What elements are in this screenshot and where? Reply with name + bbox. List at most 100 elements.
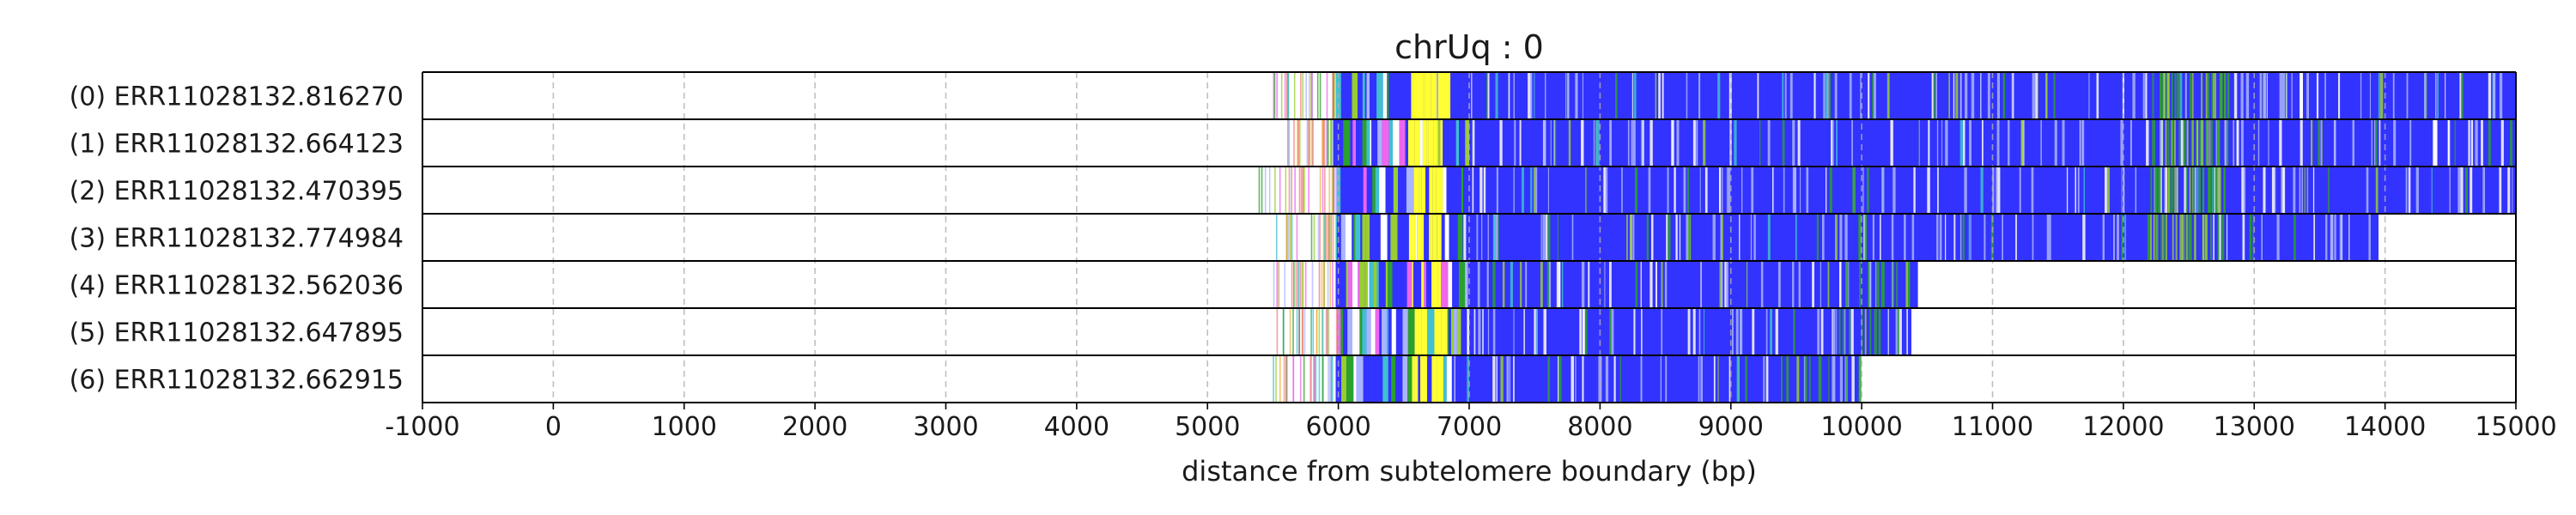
variant-stripe [1402, 355, 1408, 403]
repeat-stripe [1676, 119, 1680, 167]
repeat-stripe [1633, 72, 1637, 119]
variant-stripe [1364, 261, 1368, 308]
x-tick-label: 0 [545, 412, 562, 442]
repeat-stripe [1835, 214, 1838, 261]
variant-stripe [1363, 167, 1367, 214]
repeat-stripe [2392, 72, 2395, 119]
repeat-stripe [2304, 167, 2306, 214]
variant-stripe [1350, 167, 1357, 214]
repeat-stripe [1492, 308, 1496, 355]
variant-cluster-stripe [2166, 72, 2169, 119]
subtelomere-stripe [1268, 167, 1271, 214]
variant-stripe [1398, 167, 1402, 214]
repeat-stripe [1960, 72, 1962, 119]
variant-stripe [1380, 214, 1388, 261]
repeat-stripe [1557, 261, 1560, 308]
variant-stripe [1455, 119, 1460, 167]
subtelomere-stripe [1303, 355, 1305, 403]
x-tick-label: -1000 [385, 412, 459, 442]
repeat-stripe [1508, 72, 1510, 119]
subtelomere-stripe [1288, 167, 1291, 214]
variant-stripe [1467, 308, 1469, 355]
repeat-stripe [1571, 355, 1574, 403]
variant-stripe [1395, 308, 1400, 355]
repeat-stripe [2475, 119, 2478, 167]
subtelomere-stripe [1298, 167, 1301, 214]
variant-stripe [1400, 261, 1403, 308]
variant-stripe [1387, 167, 1394, 214]
repeat-stripe [1493, 214, 1496, 261]
repeat-stripe [1528, 72, 1531, 119]
end-stripe [1881, 261, 1884, 308]
variant-stripe [1399, 355, 1403, 403]
variant-stripe [1358, 308, 1360, 355]
subtelomere-stripe [1321, 119, 1323, 167]
variant-stripe [1405, 119, 1408, 167]
x-tick-label: 5000 [1175, 412, 1240, 442]
subtelomere-stripe [1321, 261, 1323, 308]
variant-stripe [1459, 355, 1461, 403]
repeat-stripe [1982, 119, 1984, 167]
variant-stripe [1368, 355, 1376, 403]
subtelomere-stripe [1273, 72, 1275, 119]
variant-cluster-stripe [2154, 119, 2155, 167]
repeat-stripe [1792, 261, 1795, 308]
repeat-stripe [1717, 72, 1721, 119]
repeat-stripe [1881, 167, 1885, 214]
variant-cluster-stripe [2160, 72, 2162, 119]
read-label: (6) ERR11028132.662915 [70, 366, 404, 396]
variant-stripe [1437, 355, 1443, 403]
read-label: (0) ERR11028132.816270 [70, 82, 404, 112]
end-stripe [1845, 261, 1848, 308]
variant-stripe [1408, 119, 1413, 167]
variant-cluster-stripe [2208, 167, 2210, 214]
repeat-stripe [1627, 119, 1630, 167]
variant-stripe [1399, 119, 1406, 167]
variant-stripe [1352, 72, 1358, 119]
repeat-stripe [1964, 167, 1967, 214]
variant-stripe [1364, 72, 1367, 119]
repeat-stripe [1523, 308, 1525, 355]
end-stripe [1849, 308, 1851, 355]
variant-cluster-stripe [2167, 167, 2170, 214]
repeat-stripe [1674, 167, 1676, 214]
variant-cluster-stripe [2183, 214, 2184, 261]
repeat-stripe [1675, 214, 1678, 261]
subtelomere-stripe [1291, 261, 1293, 308]
x-tick-label: 15000 [2475, 412, 2556, 442]
variant-stripe [1346, 355, 1354, 403]
subtelomere-stripe [1323, 261, 1325, 308]
end-stripe [1880, 261, 1883, 308]
repeat-stripe [1996, 167, 1999, 214]
variant-stripe [1441, 261, 1449, 308]
repeat-stripe [1584, 308, 1588, 355]
read-track-2 [1258, 167, 2516, 214]
subtelomere-stripe [1302, 72, 1304, 119]
repeat-stripe [1542, 214, 1546, 261]
repeat-stripe [1726, 167, 1728, 214]
variant-cluster-stripe [2173, 119, 2176, 167]
repeat-stripe [1648, 167, 1651, 214]
subtelomere-stripe [1293, 119, 1295, 167]
repeat-stripe [1828, 355, 1830, 403]
repeat-stripe [2499, 167, 2502, 214]
subtelomere-stripe [1335, 308, 1338, 355]
repeat-stripe [1696, 119, 1698, 167]
subtelomere-stripe [1332, 355, 1334, 403]
variant-stripe [1414, 308, 1422, 355]
subtelomere-stripe [1306, 119, 1309, 167]
subtelomere-stripe [1300, 167, 1303, 214]
variant-stripe [1456, 308, 1461, 355]
repeat-stripe [1703, 119, 1706, 167]
repeat-stripe [1836, 308, 1838, 355]
repeat-stripe [2283, 167, 2286, 214]
repeat-stripe [1483, 167, 1486, 214]
variant-cluster-stripe [2222, 214, 2225, 261]
repeat-stripe [2299, 167, 2301, 214]
end-stripe [1882, 261, 1885, 308]
variant-stripe [1413, 72, 1419, 119]
variant-stripe [1437, 72, 1438, 119]
repeat-stripe [1765, 355, 1769, 403]
repeat-stripe [2015, 214, 2017, 261]
subtelomere-stripe [1297, 119, 1299, 167]
